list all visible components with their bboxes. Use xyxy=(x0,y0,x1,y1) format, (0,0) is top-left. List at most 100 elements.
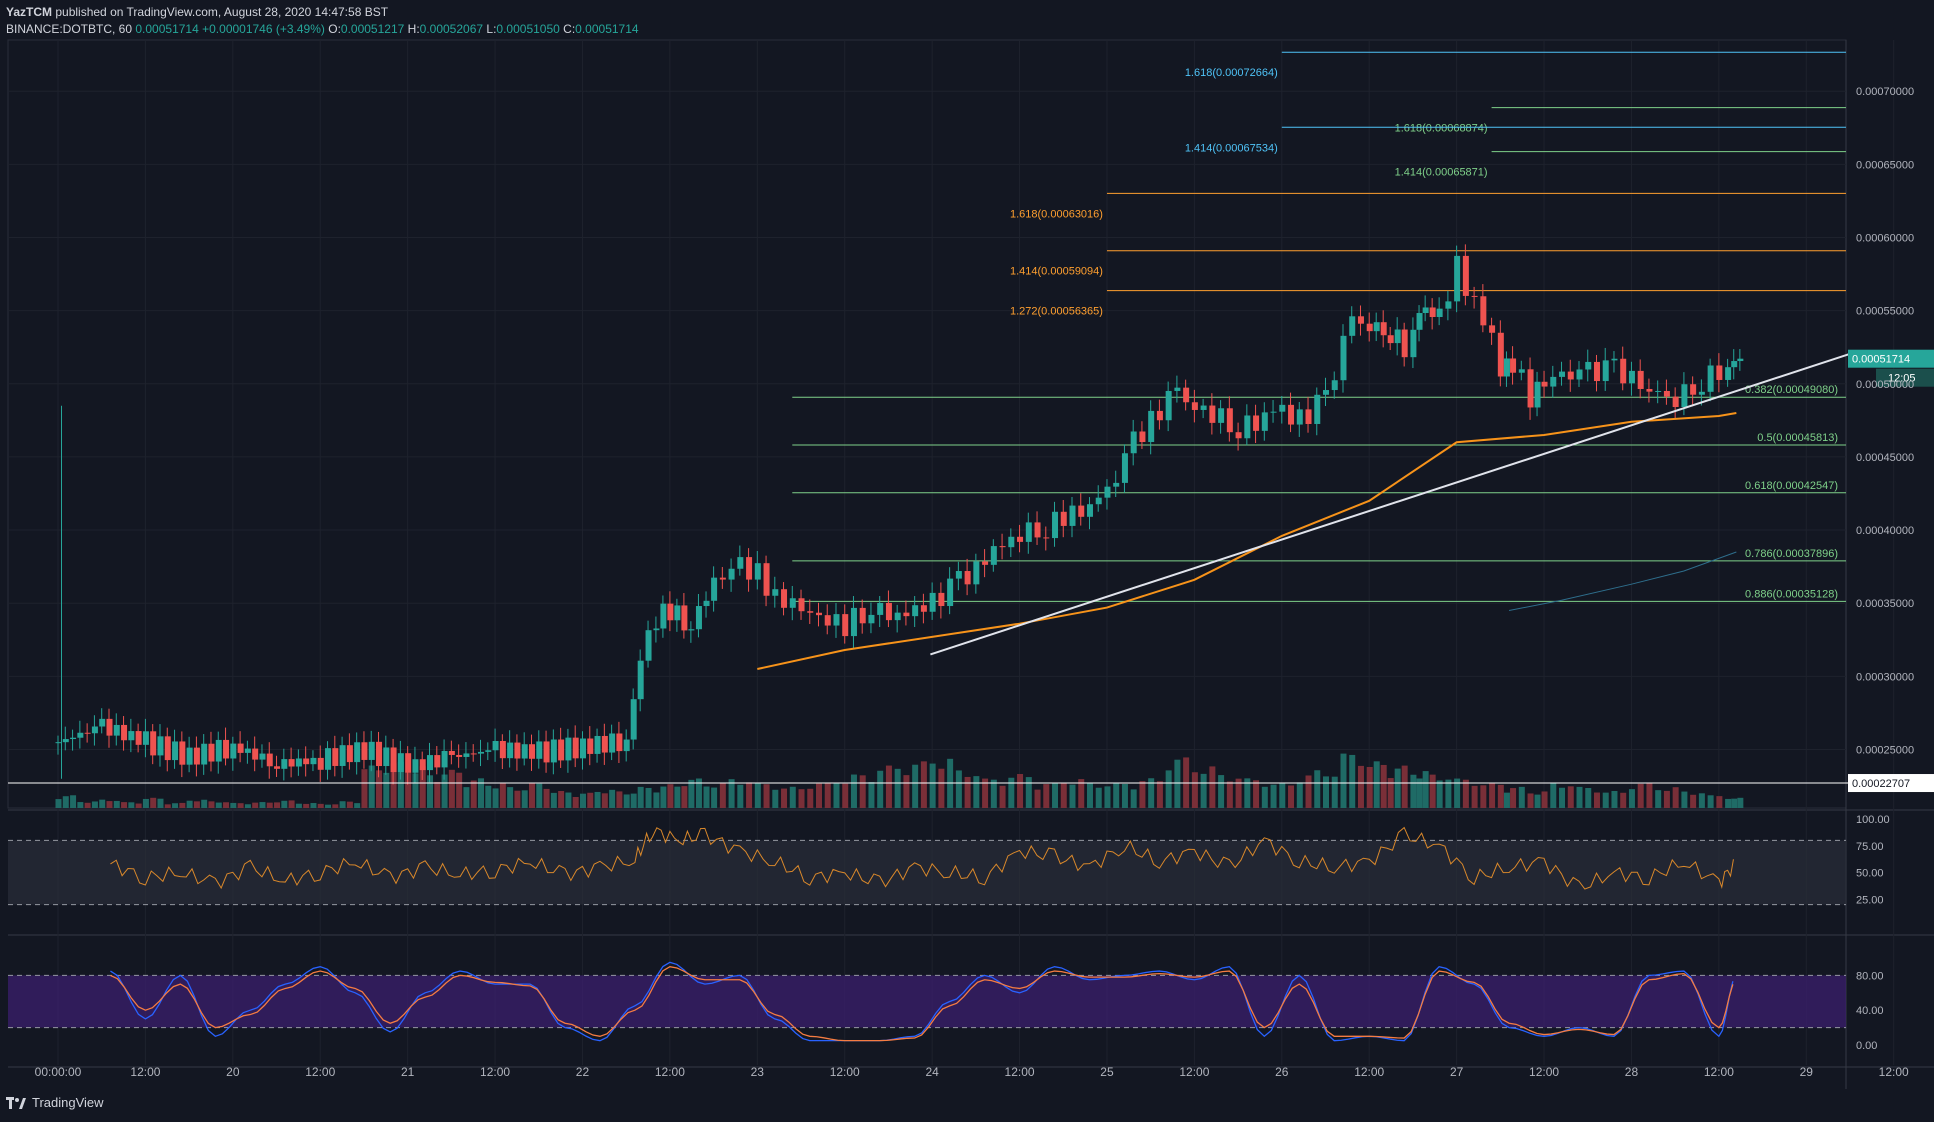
stoch-tick-label: 80.00 xyxy=(1856,970,1884,982)
volume-bar xyxy=(1288,785,1295,808)
volume-bar xyxy=(1387,778,1394,808)
candle-body xyxy=(1698,391,1705,395)
volume-bar xyxy=(99,799,106,808)
candle-body xyxy=(470,753,477,755)
grid-lines xyxy=(7,39,1934,1089)
volume-bar xyxy=(1235,778,1242,808)
y-tick-label: 0.00060000 xyxy=(1856,232,1914,244)
candle-body xyxy=(674,605,681,621)
volume-bar xyxy=(376,770,383,808)
candle-body xyxy=(833,614,840,626)
candle-body xyxy=(1681,384,1688,408)
volume-bar xyxy=(1270,784,1277,808)
volume-bar xyxy=(973,776,980,808)
candle-body xyxy=(361,742,368,760)
candle-body xyxy=(746,557,753,580)
candle-body xyxy=(346,745,353,763)
candle-body xyxy=(667,603,674,621)
candle-body xyxy=(215,739,222,762)
candle-body xyxy=(223,739,230,759)
volume-bar xyxy=(354,803,361,808)
candle-body xyxy=(252,748,259,760)
volume-bar xyxy=(62,796,69,808)
volume-bar xyxy=(295,803,302,808)
volume-bar xyxy=(667,784,674,808)
candle-body xyxy=(1025,522,1032,542)
price-candles xyxy=(55,244,1744,785)
candle-body xyxy=(70,737,77,740)
candle-body xyxy=(1148,410,1155,443)
volume-bar xyxy=(1305,775,1312,808)
volume-bar xyxy=(215,802,222,808)
y-tick-label: 0.00030000 xyxy=(1856,671,1914,683)
candle-body xyxy=(587,738,594,754)
candle-body xyxy=(1331,380,1338,391)
volume-bar xyxy=(528,782,535,808)
candle-body xyxy=(859,607,866,624)
candle-body xyxy=(1060,511,1067,526)
volume-bar xyxy=(368,765,375,808)
volume-bar xyxy=(142,798,149,808)
volume-bar xyxy=(1611,791,1618,808)
volume-bar xyxy=(903,775,910,808)
candle-body xyxy=(1008,536,1015,548)
volume-bar xyxy=(288,800,295,808)
x-tick-label: 29 xyxy=(1800,1065,1814,1079)
volume-bar xyxy=(244,804,251,808)
tradingview-brand[interactable]: TradingView xyxy=(6,1095,104,1110)
candle-body xyxy=(660,603,667,629)
volume-bar xyxy=(711,787,718,808)
candle-body xyxy=(1366,323,1373,332)
candle-body xyxy=(397,753,404,773)
volume-bar xyxy=(1052,782,1059,808)
candle-body xyxy=(339,745,346,766)
volume-bar xyxy=(1121,783,1128,808)
candle-body xyxy=(448,750,455,755)
candle-body xyxy=(1323,390,1330,395)
candle-body xyxy=(1288,404,1295,425)
candle-body xyxy=(920,605,927,612)
volume-bar xyxy=(1646,782,1653,808)
volume-bar xyxy=(1156,781,1163,808)
candle-body xyxy=(703,600,710,607)
close-label: C: xyxy=(563,22,576,36)
volume-bar xyxy=(1104,786,1111,808)
volume-bar xyxy=(106,801,113,808)
candle-body xyxy=(412,759,419,773)
candle-body xyxy=(1707,365,1714,392)
candle-body xyxy=(1078,505,1085,517)
volume-bar xyxy=(1655,790,1662,808)
candle-body xyxy=(201,743,208,765)
candle-body xyxy=(368,741,375,760)
candle-body xyxy=(1357,316,1364,324)
fib-label: 1.414(0.00059094) xyxy=(1010,266,1103,278)
stoch-band xyxy=(8,975,1846,1028)
volume-bar xyxy=(361,769,368,808)
volume-bar xyxy=(868,782,875,808)
volume-bar xyxy=(938,768,945,808)
publisher-name[interactable]: YazTCM xyxy=(6,5,53,19)
ohlc-line: BINANCE:DOTBTC, 60 0.00051714 +0.0000174… xyxy=(6,21,639,38)
candle-body xyxy=(1503,358,1510,377)
volume-bar xyxy=(1209,766,1216,808)
volume-bar xyxy=(1410,774,1417,808)
fib-label: 0.5(0.00045813) xyxy=(1757,432,1838,444)
candle-body xyxy=(1731,361,1738,368)
volume-bar xyxy=(1637,783,1644,808)
candle-body xyxy=(55,742,62,744)
volume-bar xyxy=(929,763,936,808)
volume-bar xyxy=(317,803,324,808)
symbol-label[interactable]: BINANCE:DOTBTC, 60 xyxy=(6,22,133,36)
chart-canvas[interactable]: 1.618(0.00072664) 1.618(0.00068874) 1.414(… xyxy=(0,0,1934,1090)
candle-body xyxy=(1550,376,1557,387)
volume-bar xyxy=(572,797,579,808)
x-tick-label: 22 xyxy=(576,1065,590,1079)
volume-bar xyxy=(842,783,849,808)
ema-line xyxy=(757,412,1737,671)
candle-body xyxy=(419,759,426,771)
volume-bar xyxy=(550,792,557,808)
candle-body xyxy=(868,614,875,624)
close-value: 0.00051714 xyxy=(575,22,639,36)
candle-body xyxy=(1462,255,1469,296)
candle-body xyxy=(281,759,288,769)
